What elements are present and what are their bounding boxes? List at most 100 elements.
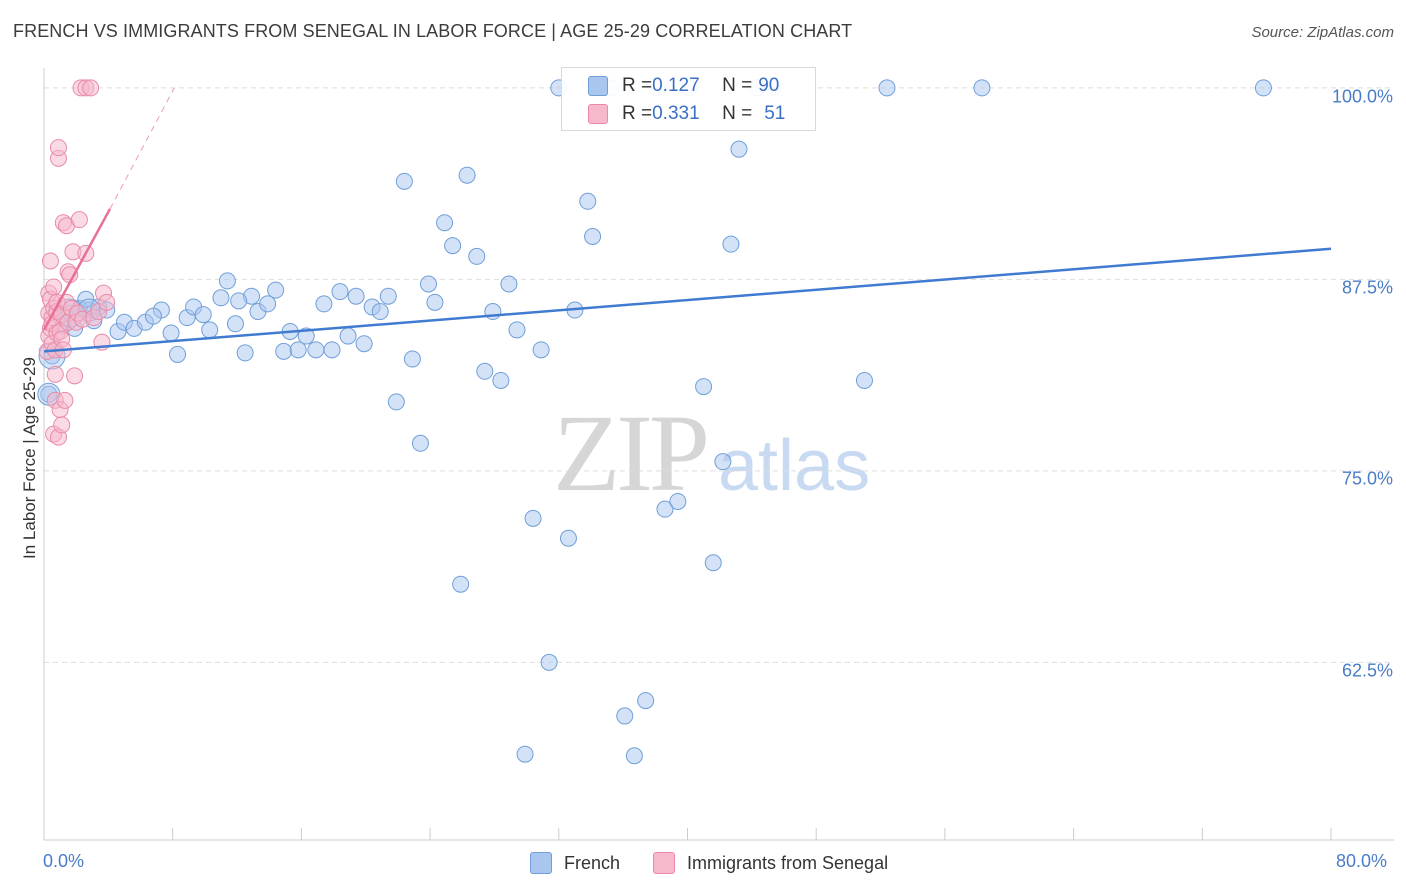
french-point xyxy=(444,237,462,255)
french-point xyxy=(452,575,470,593)
french-point xyxy=(307,341,325,359)
french-point xyxy=(355,335,373,353)
senegal-point xyxy=(82,79,100,97)
french-point xyxy=(411,434,429,452)
french-point xyxy=(695,378,713,396)
french-point xyxy=(323,341,341,359)
bottom-legend-label: Immigrants from Senegal xyxy=(687,852,889,873)
french-point xyxy=(419,275,437,293)
senegal-point xyxy=(98,293,116,311)
french-point xyxy=(579,192,597,210)
bottom-legend-swatch-french xyxy=(530,852,552,874)
legend-r-value: 0.127 xyxy=(652,75,700,96)
chart-title: FRENCH VS IMMIGRANTS FROM SENEGAL IN LAB… xyxy=(13,21,853,41)
legend-n-value: 90 xyxy=(758,75,780,96)
french-point xyxy=(973,79,991,97)
senegal-point xyxy=(49,139,67,157)
senegal-point xyxy=(53,416,71,434)
french-point xyxy=(426,293,444,311)
senegal-point xyxy=(46,365,64,383)
french-point xyxy=(331,283,349,301)
senegal-point xyxy=(41,252,59,270)
french-point xyxy=(144,307,162,325)
y-tick-label: 100.0% xyxy=(1331,86,1393,107)
legend-row-senegal: R = 0.331 N = 51 xyxy=(588,100,785,128)
french-point xyxy=(218,272,236,290)
stats-legend: R = 0.127 N = 90 R = 0.331 N = 51 xyxy=(561,67,816,131)
french-point xyxy=(297,327,315,345)
senegal-point xyxy=(56,391,74,409)
french-point xyxy=(458,166,476,184)
french-point xyxy=(315,295,333,313)
senegal-point xyxy=(66,367,84,385)
french-point xyxy=(625,747,643,765)
legend-n-value: 51 xyxy=(764,103,786,124)
french-point xyxy=(878,79,896,97)
french-point xyxy=(584,227,602,245)
legend-swatch-french xyxy=(588,76,608,96)
french-point xyxy=(524,509,542,527)
french-point xyxy=(387,393,405,411)
french-trend-line xyxy=(43,247,1332,353)
french-point xyxy=(267,281,285,299)
senegal-trend-line xyxy=(42,208,112,331)
french-point xyxy=(289,341,307,359)
legend-n-label: N = xyxy=(722,103,753,124)
french-point xyxy=(532,341,550,359)
french-point xyxy=(379,287,397,305)
french-point xyxy=(1254,79,1272,97)
french-point xyxy=(730,140,748,158)
bottom-legend-swatch-senegal xyxy=(653,852,675,874)
senegal-trend-extension xyxy=(109,87,175,210)
french-point xyxy=(669,492,687,510)
french-point xyxy=(259,295,277,313)
french-point xyxy=(540,653,558,671)
french-point xyxy=(704,554,722,572)
french-point xyxy=(468,247,486,265)
y-tick-label: 75.0% xyxy=(1341,468,1393,489)
french-point xyxy=(162,324,180,342)
watermark-atlas: atlas xyxy=(718,426,871,506)
french-point xyxy=(559,529,577,547)
bottom-legend-french: French xyxy=(530,852,620,874)
french-point xyxy=(656,500,674,518)
french-point xyxy=(275,342,293,360)
french-point xyxy=(169,345,187,363)
source-label: Source: ZipAtlas.com xyxy=(1251,24,1394,41)
french-point xyxy=(194,306,212,324)
french-point xyxy=(436,214,454,232)
legend-n-label: N = xyxy=(722,75,753,96)
legend-row-french: R = 0.127 N = 90 xyxy=(588,72,779,100)
french-point xyxy=(236,344,254,362)
french-point xyxy=(339,327,357,345)
french-point xyxy=(476,362,494,380)
french-point xyxy=(722,235,740,253)
legend-swatch-senegal xyxy=(588,104,608,124)
french-point xyxy=(508,321,526,339)
watermark-zip: ZIP xyxy=(553,392,710,514)
french-point xyxy=(855,371,873,389)
french-point xyxy=(500,275,518,293)
french-point xyxy=(371,303,389,321)
french-point xyxy=(616,707,634,725)
bottom-legend-senegal: Immigrants from Senegal xyxy=(653,852,888,874)
french-point xyxy=(492,371,510,389)
french-point xyxy=(714,453,732,471)
y-axis-label: In Labor Force | Age 25-29 xyxy=(20,357,39,559)
french-point xyxy=(516,745,534,763)
y-tick-label: 87.5% xyxy=(1341,277,1393,298)
french-point xyxy=(347,287,365,305)
y-tick-label: 62.5% xyxy=(1341,660,1393,681)
french-point xyxy=(395,172,413,190)
french-point xyxy=(637,692,655,710)
senegal-point xyxy=(70,211,88,229)
x-tick-label: 80.0% xyxy=(1336,851,1388,871)
french-point xyxy=(403,350,421,368)
senegal-point xyxy=(45,278,63,296)
legend-r-label: R = xyxy=(622,103,653,124)
x-tick-label: 0.0% xyxy=(43,851,85,871)
french-point xyxy=(201,321,219,339)
french-point xyxy=(212,289,230,307)
french-point xyxy=(230,292,248,310)
